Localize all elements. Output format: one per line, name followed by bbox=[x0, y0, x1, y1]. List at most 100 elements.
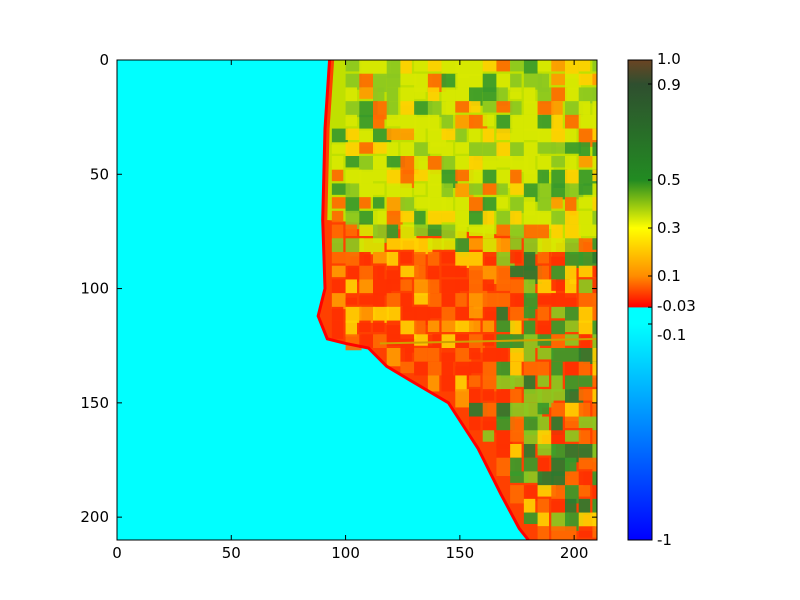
field-patch bbox=[537, 498, 549, 513]
field-patch bbox=[373, 197, 385, 209]
field-patch bbox=[537, 73, 549, 92]
field-patch bbox=[455, 320, 474, 332]
field-patch bbox=[469, 156, 483, 172]
field-patch bbox=[496, 87, 508, 106]
field-patch bbox=[496, 361, 511, 378]
field-patch bbox=[592, 444, 597, 463]
field-patch bbox=[455, 293, 467, 307]
colorbar-tick-label: -0.03 bbox=[657, 297, 696, 315]
field-patch bbox=[537, 320, 552, 337]
field-patch bbox=[565, 114, 581, 129]
field-patch bbox=[469, 320, 481, 332]
field-patch bbox=[523, 361, 540, 376]
field-patch bbox=[592, 101, 597, 118]
field-patch bbox=[592, 389, 597, 406]
field-patch bbox=[482, 156, 497, 170]
field-patch bbox=[551, 485, 565, 502]
field-patch bbox=[482, 334, 495, 346]
field-patch bbox=[373, 265, 385, 280]
field-patch bbox=[373, 252, 389, 264]
field-patch bbox=[414, 224, 428, 236]
field-patch bbox=[482, 87, 499, 102]
field-patch bbox=[551, 416, 563, 435]
field-patch bbox=[345, 60, 362, 72]
field-patch bbox=[578, 306, 595, 323]
colorbar-tick-label: -1 bbox=[657, 531, 672, 549]
field-patch bbox=[578, 471, 593, 486]
field-patch bbox=[523, 197, 536, 216]
field-patch bbox=[523, 252, 536, 271]
field-patch bbox=[510, 444, 522, 458]
field-patch bbox=[359, 87, 378, 99]
field-patch bbox=[414, 320, 426, 335]
field-patch bbox=[414, 210, 426, 225]
field-patch bbox=[592, 293, 597, 305]
field-patch bbox=[469, 375, 481, 387]
field-patch bbox=[414, 60, 431, 72]
field-patch bbox=[565, 210, 579, 225]
field-patch bbox=[359, 293, 378, 305]
field-patch bbox=[592, 169, 597, 182]
field-patch bbox=[400, 101, 417, 115]
field-patch bbox=[400, 210, 419, 223]
field-patch bbox=[469, 238, 483, 250]
field-patch bbox=[592, 334, 597, 348]
field-patch bbox=[359, 114, 373, 131]
field-patch bbox=[441, 101, 456, 115]
field-patches bbox=[331, 60, 597, 540]
field-patch bbox=[523, 375, 536, 394]
field-patch bbox=[331, 320, 344, 339]
field-patch bbox=[331, 238, 344, 252]
field-patch bbox=[496, 197, 508, 209]
field-patch bbox=[537, 169, 549, 184]
field-patch bbox=[455, 142, 469, 154]
field-patch bbox=[441, 73, 458, 90]
field-patch bbox=[578, 224, 595, 236]
field-patch bbox=[592, 210, 597, 227]
field-patch bbox=[537, 60, 556, 72]
field-patch bbox=[427, 114, 440, 131]
field-patch bbox=[537, 224, 549, 241]
field-patch bbox=[345, 293, 357, 305]
field-patch bbox=[441, 252, 458, 264]
field-patch bbox=[537, 348, 554, 360]
field-patch bbox=[455, 101, 472, 113]
field-patch bbox=[386, 334, 401, 346]
field-patch bbox=[373, 320, 385, 332]
field-patch bbox=[359, 156, 373, 172]
field-patch bbox=[373, 210, 389, 225]
field-patch bbox=[386, 183, 401, 198]
field-patch bbox=[427, 375, 440, 392]
field-patch bbox=[345, 279, 357, 298]
field-patch bbox=[345, 183, 360, 198]
field-patch bbox=[345, 306, 362, 323]
field-patch bbox=[441, 265, 460, 278]
field-patch bbox=[427, 361, 442, 376]
field-patch bbox=[578, 361, 591, 378]
field-patch bbox=[469, 224, 485, 236]
field-patch bbox=[592, 197, 597, 211]
y-tick-label-50: 50 bbox=[90, 165, 109, 183]
field-patch bbox=[331, 169, 344, 182]
field-patch bbox=[373, 87, 385, 102]
field-patch bbox=[592, 402, 597, 422]
field-patch bbox=[469, 128, 481, 145]
field-patch bbox=[331, 279, 351, 294]
field-patch bbox=[510, 87, 522, 99]
field-patch bbox=[469, 169, 485, 184]
field-patch bbox=[427, 169, 442, 186]
field-patch bbox=[592, 142, 597, 156]
field-patch bbox=[386, 87, 399, 102]
field-patch bbox=[578, 334, 591, 348]
field-patch bbox=[359, 169, 373, 184]
field-patch bbox=[386, 101, 399, 120]
field-patch bbox=[359, 60, 373, 76]
field-patch bbox=[537, 128, 552, 143]
field-patch bbox=[551, 73, 565, 86]
field-patch bbox=[592, 348, 597, 362]
field-patch bbox=[592, 87, 597, 106]
colorbar-tick-label: 0.9 bbox=[657, 76, 681, 94]
field-patch bbox=[414, 265, 426, 282]
colorbar-ticks: 1.0 0.9 0.5 0.3 0.1 -0.03 -0.1 -1 bbox=[648, 50, 696, 549]
x-axis: 0 50 100 150 200 bbox=[112, 60, 588, 562]
